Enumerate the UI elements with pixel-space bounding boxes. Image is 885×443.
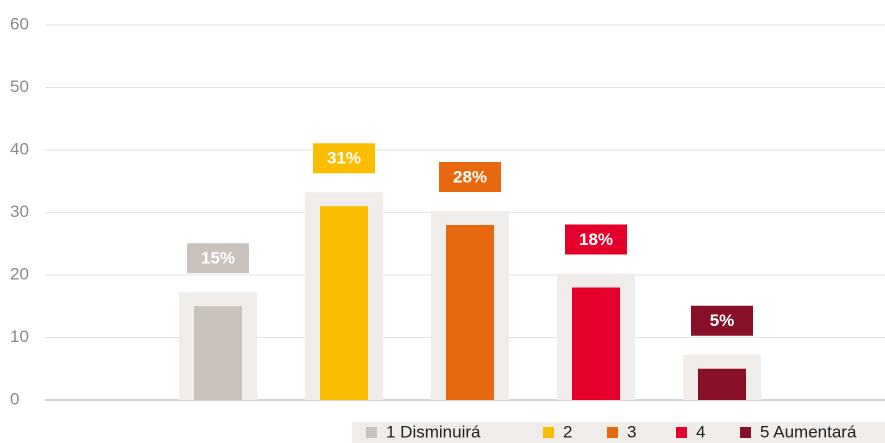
y-tick-label: 60: [10, 14, 29, 33]
value-label-box: [187, 243, 249, 274]
legend-swatch: [607, 427, 618, 438]
value-label: 28%: [453, 167, 487, 186]
value-label: 5%: [710, 311, 735, 330]
bar: [572, 287, 620, 400]
bar: [320, 206, 368, 400]
y-tick-label: 30: [10, 202, 29, 221]
legend-label: 2: [563, 422, 572, 441]
bar: [194, 306, 242, 400]
bar: [446, 225, 494, 400]
legend-swatch: [676, 427, 687, 438]
y-tick-label: 40: [10, 139, 29, 158]
value-label: 15%: [201, 249, 235, 268]
y-tick-label: 50: [10, 77, 29, 96]
y-tick-label: 20: [10, 264, 29, 283]
legend-label: 4: [696, 422, 705, 441]
value-label: 18%: [579, 230, 613, 249]
legend-swatch: [543, 427, 554, 438]
value-label: 31%: [327, 149, 361, 168]
y-tick-label: 0: [10, 389, 19, 408]
value-label-box: [565, 224, 627, 255]
value-label-box: [691, 305, 753, 336]
y-tick-label: 10: [10, 327, 29, 346]
legend-swatch: [740, 427, 751, 438]
legend-label: 3: [627, 422, 636, 441]
legend-background: [352, 422, 885, 443]
legend-label: 1 Disminuirá: [386, 422, 481, 441]
bar: [698, 368, 746, 400]
legend-label: 5 Aumentará: [760, 422, 857, 441]
value-label-box: [313, 143, 375, 174]
legend-swatch: [366, 427, 377, 438]
value-label-box: [439, 162, 501, 192]
